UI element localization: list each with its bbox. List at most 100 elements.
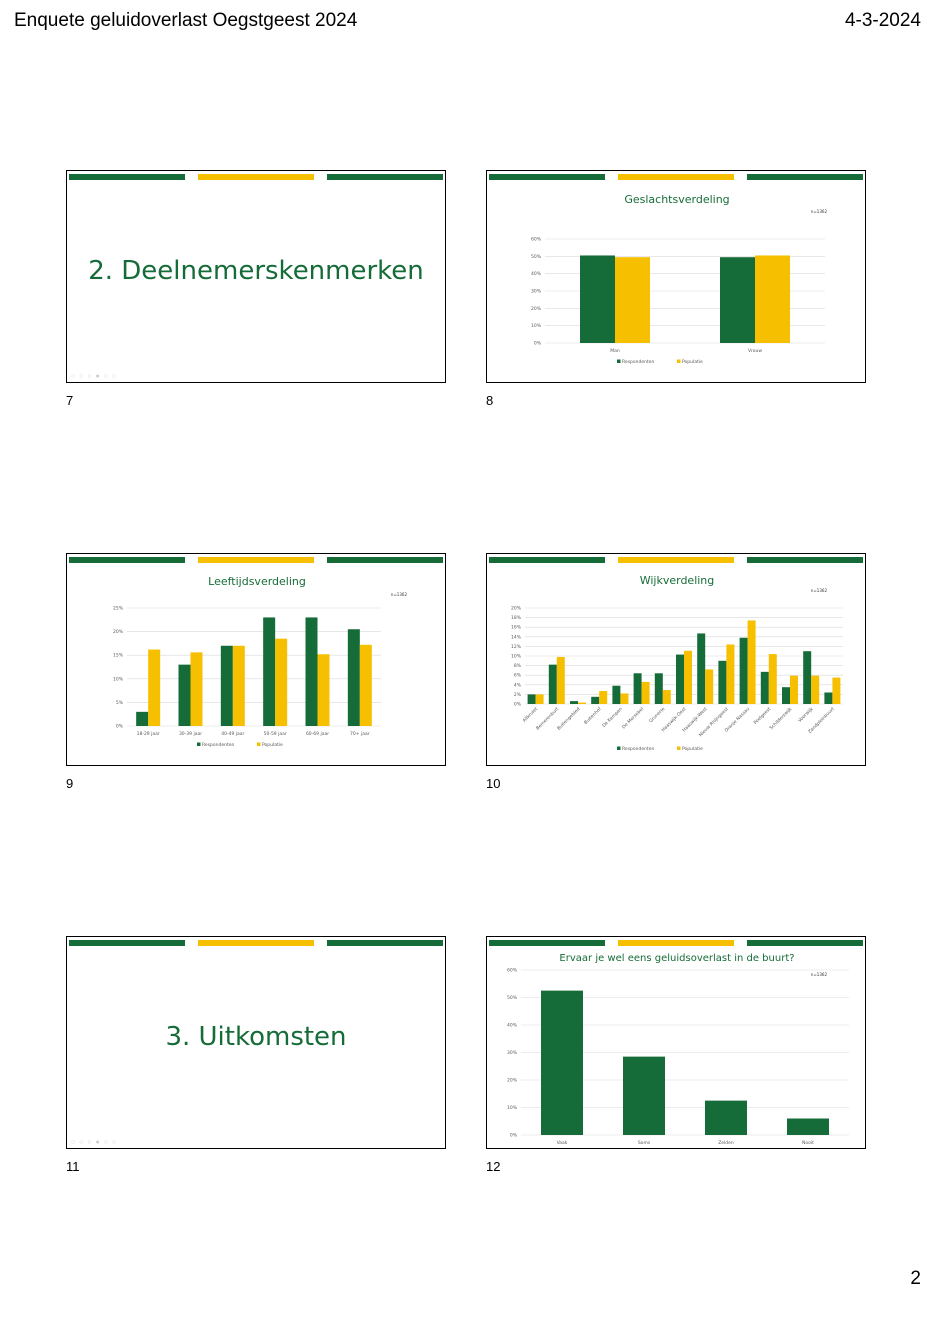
bar-value [787,1118,829,1135]
slide-controls-icons: ○ ○ ○ ● ○ ○ [71,373,118,380]
y-tick-label: 20% [113,629,124,635]
y-tick-label: 8% [514,663,522,669]
bar-respondenten [824,692,833,704]
x-tick-label: 40-49 jaar [221,731,244,737]
legend-label: Populatie [682,359,703,365]
bar-respondenten [347,629,360,726]
x-tick-label: 60-69 jaar [306,731,329,737]
bar-populatie [811,675,820,704]
bar-respondenten [548,664,557,704]
y-tick-label: 10% [507,1105,518,1111]
document-title: Enquete geluidoverlast Oegstgeest 2024 [14,10,358,31]
bar-respondenten [612,685,621,704]
legend-swatch [197,742,201,746]
slide-10[interactable]: Wijkverdeling n=1362 0% 2% 4% 6% 8% 10% 12% 14% 16… [486,553,866,766]
y-tick-label: 16% [511,625,522,631]
slide-decor-bars [489,940,863,946]
slide-9[interactable]: Leeftijdsverdeling n=1362 0% 5% 10% 15% 20% 25%… [66,553,446,766]
bar-respondenten [720,257,755,343]
y-tick-label: 20% [507,1078,518,1084]
legend-label: Respondenten [202,742,235,748]
bar-respondenten [220,645,233,726]
legend-label: Populatie [262,742,283,748]
y-tick-label: 0% [510,1133,518,1139]
document-date: 4-3-2024 [844,10,921,31]
bar-populatie [599,691,608,704]
x-tick-label: Voorwijk [797,706,815,724]
bar-respondenten [570,701,578,704]
x-tick-label: De Kempen [601,706,624,729]
y-tick-label: 50% [507,995,518,1001]
bar-respondenten [697,633,706,704]
y-tick-label: 15% [113,653,124,659]
y-tick-label: 40% [531,271,542,277]
x-tick-label: Allkruiet [522,706,540,724]
legend-label: Populatie [682,746,703,752]
bar-respondenten [654,673,663,704]
y-tick-label: 14% [511,634,522,640]
bar-populatie [359,644,372,726]
age-chart: Leeftijdsverdeling n=1362 0% 5% 10% 15% 20% 25%… [113,575,408,748]
bar-respondenten [527,694,536,704]
x-tick-label: Grunerie [648,706,666,724]
slide-12[interactable]: Ervaar je wel eens geluidsoverlast in de… [486,936,866,1149]
x-tick-label: Nooit [802,1140,814,1146]
x-tick-label: Buitengebied [556,706,582,732]
sample-size-note: n=1362 [391,592,408,597]
x-tick-label: De Morsebel [621,706,645,730]
y-tick-label: 40% [507,1023,518,1029]
page-number: 2 [910,1268,921,1289]
bar-value [541,990,583,1135]
chart-title: Wijkverdeling [640,574,715,587]
slide-decor-bars [489,174,863,180]
bar-populatie [317,654,330,726]
bar-populatie [190,652,203,726]
bar-populatie [755,255,790,343]
bar-respondenten [136,711,149,726]
y-tick-label: 20% [531,306,542,312]
y-tick-label: 12% [511,644,522,650]
bar-respondenten [739,637,748,704]
slide-7-title: 2. Deelnemerskenmerken [88,256,424,286]
x-tick-label: 30-39 jaar [179,731,202,737]
bar-populatie [620,693,629,704]
slide-8[interactable]: Geslachtsverdeling n=1362 0% 10% 20% 30% 40% 50… [486,170,866,383]
district-chart: Wijkverdeling n=1362 0% 2% 4% 6% 8% 10% 12% 14% 16… [511,574,843,752]
bar-populatie [615,257,650,343]
bar-populatie [747,620,756,704]
x-tick-label: 70+ jaar [350,731,370,737]
slide-10-number: 10 [486,776,501,791]
legend-swatch [677,746,681,750]
sample-size-note: n=1362 [811,588,828,593]
bar-populatie [768,654,777,704]
bar-respondenten [305,617,318,726]
slide-controls-icons: ○ ○ ○ ● ○ ○ [71,1139,118,1146]
y-tick-label: 0% [514,702,522,708]
bar-respondenten [178,664,191,726]
slide-11[interactable]: 3. Uitkomsten ○ ○ ○ ● ○ ○ [66,936,446,1149]
bar-populatie [790,675,798,704]
x-tick-label: Buitenhof [583,706,603,726]
bar-populatie [148,649,161,726]
chart-title: Leeftijdsverdeling [208,575,306,588]
y-tick-label: 60% [507,968,518,974]
y-tick-label: 10% [531,323,542,329]
bar-populatie [641,681,650,704]
y-tick-label: 10% [511,654,522,660]
bar-populatie [578,702,586,704]
slide-decor-bars [69,174,443,180]
bar-populatie [232,645,245,726]
slide-7[interactable]: 2. Deelnemerskenmerken ○ ○ ○ ● ○ ○ [66,170,446,383]
sample-size-note: n=1362 [811,209,828,214]
legend-swatch [617,746,621,750]
bar-value [705,1100,747,1135]
slide-11-number: 11 [66,1159,80,1174]
bar-populatie [275,638,288,726]
bar-respondenten [782,687,790,704]
legend-label: Respondenten [622,746,655,752]
y-tick-label: 0% [116,724,124,730]
x-tick-label: Zelden [718,1140,734,1146]
chart-title: Geslachtsverdeling [624,193,729,206]
bar-populatie [556,656,565,704]
slide-9-number: 9 [66,776,74,791]
